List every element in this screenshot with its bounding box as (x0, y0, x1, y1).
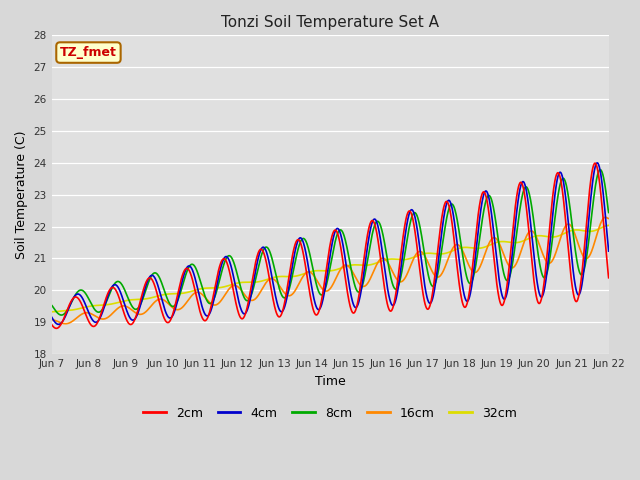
32cm (490, 240, 497, 246)
8cm (48, 302, 56, 308)
16cm (62, 321, 70, 326)
2cm (48, 322, 56, 327)
Line: 32cm: 32cm (52, 225, 609, 312)
Y-axis label: Soil Temperature (C): Soil Temperature (C) (15, 131, 28, 259)
4cm (417, 254, 425, 260)
2cm (490, 253, 497, 259)
2cm (605, 275, 612, 281)
16cm (605, 216, 612, 221)
16cm (159, 297, 166, 302)
2cm (417, 276, 425, 282)
Line: 16cm: 16cm (52, 217, 609, 324)
Line: 2cm: 2cm (52, 163, 609, 328)
2cm (159, 310, 166, 316)
8cm (58, 312, 65, 318)
Line: 8cm: 8cm (52, 169, 609, 315)
4cm (490, 229, 497, 235)
Title: Tonzi Soil Temperature Set A: Tonzi Soil Temperature Set A (221, 15, 439, 30)
2cm (591, 160, 599, 166)
4cm (48, 314, 56, 320)
4cm (593, 160, 601, 166)
8cm (605, 210, 612, 216)
32cm (539, 233, 547, 239)
16cm (234, 284, 242, 290)
8cm (159, 282, 166, 288)
4cm (539, 292, 547, 298)
Text: TZ_fmet: TZ_fmet (60, 46, 117, 59)
16cm (417, 249, 425, 254)
4cm (55, 322, 63, 327)
4cm (159, 299, 166, 304)
32cm (48, 309, 56, 314)
32cm (234, 280, 242, 286)
Legend: 2cm, 4cm, 8cm, 16cm, 32cm: 2cm, 4cm, 8cm, 16cm, 32cm (138, 402, 522, 425)
2cm (172, 299, 180, 305)
8cm (596, 167, 604, 172)
32cm (172, 291, 179, 297)
16cm (602, 215, 609, 220)
Line: 4cm: 4cm (52, 163, 609, 324)
32cm (605, 222, 612, 228)
8cm (490, 206, 497, 212)
32cm (417, 252, 424, 257)
32cm (158, 292, 166, 298)
2cm (52, 325, 60, 331)
8cm (172, 301, 180, 307)
2cm (234, 309, 242, 315)
4cm (172, 304, 180, 310)
16cm (48, 317, 56, 323)
X-axis label: Time: Time (315, 374, 346, 387)
8cm (234, 275, 242, 281)
16cm (172, 307, 180, 312)
2cm (539, 289, 547, 295)
16cm (490, 235, 497, 240)
4cm (605, 248, 612, 254)
8cm (539, 273, 547, 279)
8cm (417, 229, 425, 235)
16cm (539, 251, 547, 257)
4cm (234, 296, 242, 302)
